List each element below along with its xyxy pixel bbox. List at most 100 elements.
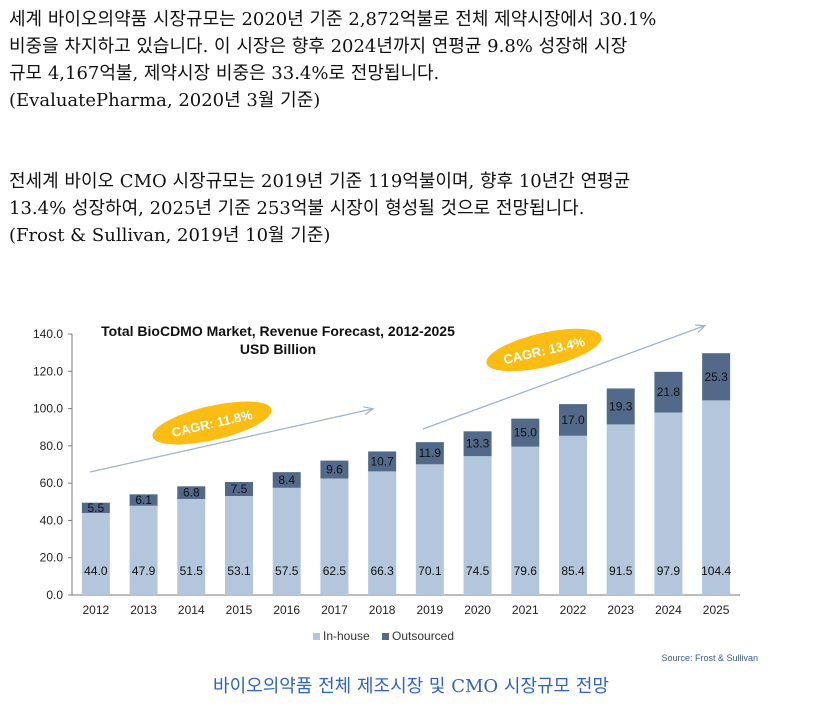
bar-inhouse [511, 446, 540, 595]
inhouse-data-label: 47.9 [132, 564, 156, 578]
outsourced-data-label: 9.6 [326, 463, 343, 477]
inhouse-data-label: 62.5 [323, 564, 347, 578]
x-tick-label: 2013 [130, 603, 157, 617]
biocdmo-chart: 0.0 20.0 40.0 60.0 80.0 100.0 120.0 140.0 2012 20… [28, 312, 792, 672]
legend-swatch-outsourced [382, 633, 389, 640]
inhouse-data-label: 91.5 [609, 564, 633, 578]
bar-outsourced [177, 486, 206, 499]
x-tick-label: 2022 [560, 603, 587, 617]
inhouse-data-label: 85.4 [561, 564, 585, 578]
figure-caption: 바이오의약품 전체 제조시장 및 CMO 시장규모 전망 [213, 676, 609, 697]
legend-swatch-inhouse [313, 633, 320, 640]
x-tick-label: 2012 [83, 603, 110, 617]
chart-svg: 0.0 20.0 40.0 60.0 80.0 100.0 120.0 140.0 2012 20… [33, 323, 758, 663]
outsourced-data-label: 10.7 [370, 454, 394, 468]
x-tick-label: 2021 [512, 603, 539, 617]
legend-label-outsourced: Outsourced [392, 629, 454, 643]
chart-title: Total BioCDMO Market, Revenue Forecast, … [101, 323, 455, 339]
bar-outsourced [320, 460, 349, 479]
bar-inhouse [320, 478, 349, 595]
bar-outsourced [81, 502, 110, 513]
legend-label-inhouse: In-house [323, 629, 370, 643]
paragraph-line: 비중을 차지하고 있습니다. 이 시장은 향후 2024년까지 연평균 9.8%… [9, 36, 628, 57]
bar-inhouse [654, 412, 683, 595]
outsourced-data-label: 11.9 [419, 446, 442, 460]
y-tick-label: 20.0 [40, 551, 64, 565]
outsourced-data-label: 19.3 [609, 399, 633, 413]
outsourced-data-label: 6.8 [183, 486, 200, 500]
y-tick-label: 60.0 [40, 476, 64, 490]
bar-inhouse [559, 435, 587, 595]
bar-inhouse [368, 471, 397, 595]
outsourced-data-label: 17.0 [561, 413, 585, 427]
outsourced-data-label: 15.0 [514, 426, 538, 440]
outsourced-data-label: 8.4 [278, 473, 295, 487]
paragraph-line: 세계 바이오의약품 시장규모는 2020년 기준 2,872억불로 전체 제약시… [9, 9, 657, 30]
x-tick-label: 2020 [464, 603, 491, 617]
inhouse-data-label: 97.9 [657, 564, 681, 578]
bar-outsourced [511, 418, 540, 447]
outsourced-data-label: 7.5 [231, 482, 248, 496]
paragraph-line: 규모 4,167억불, 제약시장 비중은 33.4%로 전망됩니다. [9, 63, 440, 84]
y-tick-label: 140.0 [33, 327, 63, 341]
cagr-badge-shape [152, 401, 272, 445]
bar-outsourced [129, 494, 158, 506]
bar-outsourced [225, 482, 253, 497]
intro-paragraph: 세계 바이오의약품 시장규모는 2020년 기준 2,872억불로 전체 제약시… [9, 6, 809, 114]
outsourced-data-label: 25.3 [704, 370, 728, 384]
cagr-badge-shape [486, 328, 602, 372]
bar-inhouse [463, 456, 492, 595]
x-tick-label: 2015 [226, 603, 253, 617]
x-tick-label: 2025 [703, 603, 730, 617]
inhouse-data-label: 79.6 [514, 564, 538, 578]
x-tick-label: 2024 [655, 603, 682, 617]
bar-outsourced [654, 371, 683, 413]
bar-outsourced [415, 442, 444, 465]
bar-inhouse [177, 498, 206, 595]
inhouse-data-label: 104.4 [701, 564, 731, 578]
x-tick-label: 2014 [178, 603, 205, 617]
bar-inhouse [415, 464, 444, 595]
inhouse-data-label: 44.0 [84, 564, 108, 578]
inhouse-data-label: 74.5 [466, 564, 490, 578]
x-tick-label: 2023 [607, 603, 634, 617]
bar-outsourced [368, 451, 397, 472]
x-tick-label: 2017 [321, 603, 348, 617]
y-tick-label: 0.0 [46, 588, 63, 602]
bar-outsourced [559, 404, 587, 436]
outsourced-data-label: 5.5 [88, 501, 105, 515]
inhouse-data-label: 70.1 [418, 564, 442, 578]
outsourced-data-label: 13.3 [466, 437, 490, 451]
inhouse-data-label: 57.5 [275, 564, 299, 578]
cagr-trend-arrow-1 [89, 409, 372, 473]
inhouse-data-label: 53.1 [227, 564, 251, 578]
bar-inhouse [129, 505, 158, 595]
inhouse-data-label: 51.5 [180, 564, 204, 578]
y-tick-label: 120.0 [33, 364, 63, 378]
y-tick-label: 100.0 [33, 402, 63, 416]
bar-inhouse [272, 487, 301, 595]
x-tick-label: 2019 [417, 603, 444, 617]
bar-inhouse [606, 424, 635, 595]
chart-source: Source: Frost & Sullivan [661, 653, 758, 663]
paragraph-line: 전세계 바이오 CMO 시장규모는 2019년 기준 119억불이며, 향후 1… [9, 171, 631, 192]
x-tick-label: 2018 [369, 603, 396, 617]
paragraph-source: (EvaluatePharma, 2020년 3월 기준) [9, 90, 321, 111]
cagr-trend-arrow-2 [422, 326, 704, 430]
bar-inhouse [702, 400, 731, 595]
cagr-badge-2: CAGR: 13.4% [486, 328, 602, 372]
y-tick-label: 40.0 [40, 513, 64, 527]
bar-inhouse [225, 496, 253, 595]
inhouse-data-label: 66.3 [370, 564, 394, 578]
bar-outsourced [272, 472, 301, 488]
outsourced-data-label: 6.1 [135, 493, 152, 507]
bar-inhouse [81, 512, 110, 595]
bar-outsourced [702, 353, 731, 401]
paragraph-source: (Frost & Sullivan, 2019년 10월 기준) [9, 225, 331, 246]
paragraph-line: 13.4% 성장하여, 2025년 기준 253억불 시장이 형성될 것으로 전… [9, 198, 585, 219]
chart-legend: In-house Outsourced [313, 629, 454, 643]
bar-outsourced [606, 388, 635, 425]
x-tick-label: 2016 [273, 603, 300, 617]
cmo-paragraph: 전세계 바이오 CMO 시장규모는 2019년 기준 119억불이며, 향후 1… [9, 168, 809, 249]
outsourced-data-label: 21.8 [657, 385, 681, 399]
